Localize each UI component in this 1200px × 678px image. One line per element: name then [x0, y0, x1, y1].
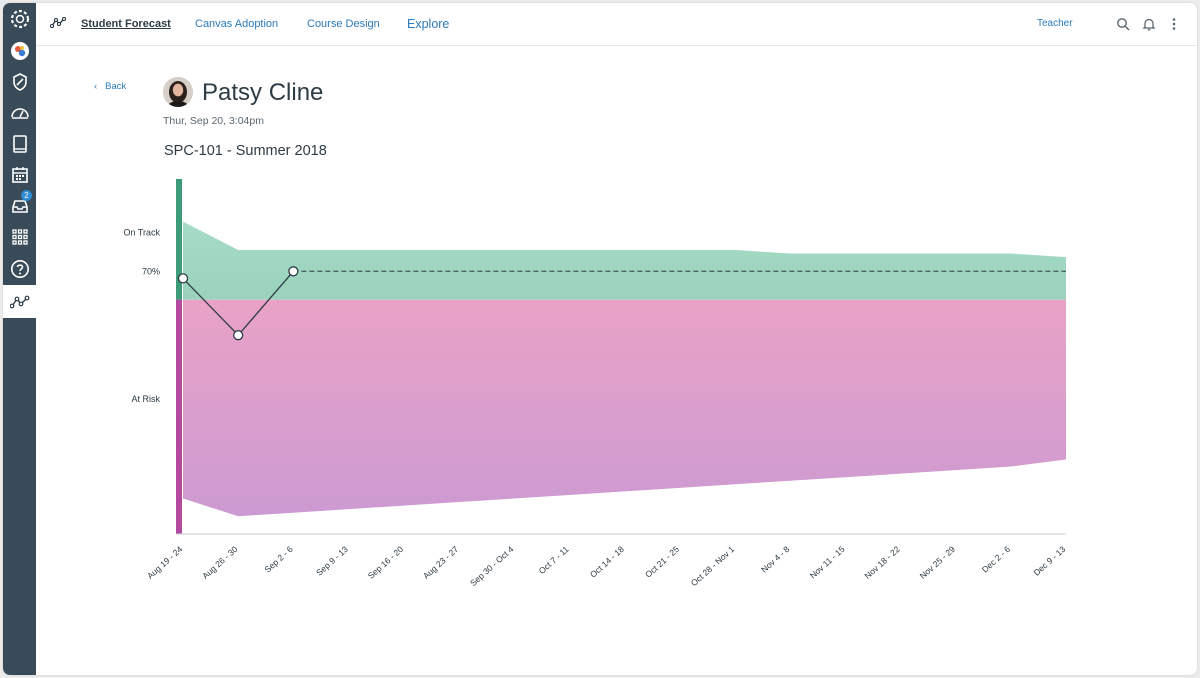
- nav-student-forecast[interactable]: Student Forecast: [81, 18, 171, 30]
- nav-explore[interactable]: Explore: [407, 17, 450, 31]
- student-avatar: [163, 77, 193, 107]
- canvas-logo-icon[interactable]: [3, 3, 36, 34]
- nav-course-design[interactable]: Course Design: [307, 18, 380, 30]
- on-track-label: On Track: [123, 227, 160, 237]
- score-point: [177, 273, 189, 284]
- x-tick-label: Dec 9 - 13: [1032, 544, 1068, 578]
- analytics-icon[interactable]: [3, 285, 36, 318]
- at-risk-label: At Risk: [131, 394, 160, 404]
- x-tick-label: Oct 14 - 18: [588, 544, 626, 580]
- account-avatar-icon[interactable]: [3, 35, 36, 66]
- threshold-label: 70%: [142, 266, 160, 276]
- student-name: Patsy Cline: [202, 79, 324, 106]
- x-tick-label: Sep 9 - 13: [314, 544, 350, 578]
- student-forecast-content: ‹ Back Patsy Cline Thur, Sep 20, 3:04pm S…: [36, 46, 1197, 675]
- x-tick-label: Oct 28 - Nov 1: [689, 544, 737, 588]
- forecast-timestamp: Thur, Sep 20, 3:04pm: [163, 115, 264, 127]
- nav-canvas-adoption[interactable]: Canvas Adoption: [195, 18, 279, 30]
- x-tick-label: Dec 2 - 6: [980, 544, 1013, 575]
- back-link[interactable]: ‹ Back: [94, 81, 126, 92]
- global-nav-sidebar: 2: [3, 3, 36, 675]
- forecast-chart: On Track 70% At Risk Aug 19 - 24 Aug 26 - 30…: [123, 179, 1068, 588]
- calendar-icon[interactable]: [3, 159, 36, 190]
- x-tick-label: Sep 16 - 20: [366, 544, 406, 581]
- x-tick-label: Nov 11 - 15: [808, 544, 847, 581]
- top-navigation-bar: Student Forecast Canvas Adoption Course …: [36, 3, 1197, 46]
- inbox-icon[interactable]: 2: [3, 190, 36, 221]
- admin-shield-icon[interactable]: [3, 66, 36, 97]
- role-menu[interactable]: Teacher: [1037, 18, 1073, 29]
- at-risk-band: [183, 299, 1066, 517]
- x-tick-label: Aug 23 - 27: [421, 544, 461, 581]
- score-point: [233, 330, 244, 341]
- courses-book-icon[interactable]: [3, 128, 36, 159]
- chevron-left-icon: ‹: [94, 81, 98, 92]
- commons-grid-icon[interactable]: [3, 221, 36, 252]
- search-icon[interactable]: [1116, 17, 1130, 31]
- more-options-icon[interactable]: [1172, 17, 1176, 31]
- x-tick-label: Nov 18 - 22: [862, 544, 902, 581]
- x-tick-label: Nov 25 - 29: [918, 544, 958, 581]
- score-point: [288, 266, 299, 277]
- help-icon[interactable]: [3, 253, 36, 284]
- bell-icon[interactable]: [1142, 17, 1156, 31]
- x-tick-label: Sep 30 - Oct 4: [468, 544, 516, 588]
- dashboard-gauge-icon[interactable]: [3, 97, 36, 128]
- course-title: SPC-101 - Summer 2018: [164, 143, 327, 159]
- x-tick-label: Nov 4 - 8: [759, 544, 792, 575]
- x-tick-label: Oct 21 - 25: [643, 544, 681, 580]
- app-window: 2: [3, 3, 1197, 675]
- x-tick-label: Sep 2 - 6: [262, 544, 295, 575]
- on-track-band: [183, 221, 1066, 300]
- x-tick-label: Aug 19 - 24: [145, 544, 185, 581]
- x-tick-label: Aug 26 - 30: [200, 544, 240, 581]
- at-risk-axis-bar: [176, 299, 182, 534]
- analytics-icon[interactable]: [49, 16, 67, 34]
- on-track-axis-bar: [176, 179, 182, 300]
- inbox-unread-badge: 2: [21, 190, 32, 201]
- x-tick-label: Oct 7 - 11: [537, 544, 571, 576]
- back-label: Back: [105, 81, 127, 92]
